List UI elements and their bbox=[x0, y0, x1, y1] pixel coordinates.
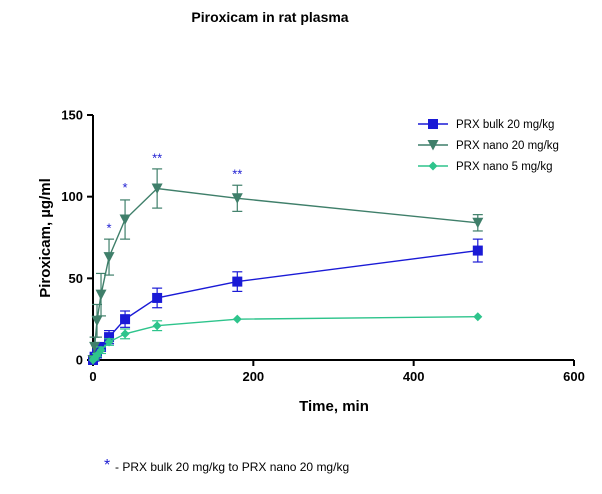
data-point bbox=[151, 183, 163, 194]
series-line bbox=[92, 316, 478, 361]
data-point bbox=[95, 289, 107, 301]
significance-marker: ** bbox=[232, 167, 242, 182]
data-point bbox=[91, 315, 103, 327]
x-axis-title: Time, min bbox=[299, 398, 369, 415]
data-point bbox=[104, 332, 115, 343]
legend-label: PRX nano 20 mg/kg bbox=[456, 140, 559, 152]
y-tick-label: 50 bbox=[69, 271, 83, 286]
data-point bbox=[104, 337, 114, 347]
data-point bbox=[120, 314, 131, 325]
footnote-text: - PRX bulk 20 mg/kg to PRX nano 20 mg/kg bbox=[115, 460, 349, 474]
data-point bbox=[472, 217, 484, 229]
data-point bbox=[472, 245, 483, 256]
chart-title: Piroxicam in rat plasma bbox=[191, 9, 348, 25]
legend-marker bbox=[427, 140, 439, 151]
series-prx-bulk-20-mg-kg bbox=[88, 238, 483, 365]
significance-annotations: ****** bbox=[107, 150, 243, 235]
data-point bbox=[120, 329, 130, 339]
x-tick-label: 600 bbox=[563, 369, 585, 384]
footnote-symbol: * bbox=[104, 457, 110, 474]
significance-marker: ** bbox=[152, 150, 162, 165]
series-line bbox=[92, 249, 478, 361]
y-tick-label: 100 bbox=[61, 189, 83, 204]
x-tick-label: 0 bbox=[89, 369, 96, 384]
data-point bbox=[231, 193, 243, 204]
x-tick-label: 400 bbox=[403, 369, 425, 384]
plot-area bbox=[87, 168, 484, 366]
significance-marker: * bbox=[107, 221, 112, 236]
data-point bbox=[96, 345, 106, 355]
data-point bbox=[152, 321, 162, 331]
data-point bbox=[89, 341, 101, 353]
data-point bbox=[152, 292, 163, 303]
axes: 0 50 100 150 0 200 400 600 bbox=[61, 108, 585, 385]
y-axis-title: Piroxicam, µg/ml bbox=[37, 178, 54, 298]
data-point bbox=[232, 314, 242, 324]
data-point bbox=[103, 252, 115, 263]
y-tick-label: 150 bbox=[61, 108, 83, 123]
series-line bbox=[92, 187, 478, 361]
series-prx-nano-5-mg-kg bbox=[88, 312, 483, 365]
y-tick-label: 0 bbox=[76, 353, 83, 368]
legend-marker bbox=[428, 161, 438, 171]
legend: PRX bulk 20 mg/kg PRX nano 20 mg/kg PRX na… bbox=[418, 119, 559, 173]
x-tick-label: 200 bbox=[242, 369, 264, 384]
series-prx-nano-20-mg-kg bbox=[87, 168, 484, 366]
data-point bbox=[473, 312, 483, 322]
legend-label: PRX nano 5 mg/kg bbox=[456, 161, 553, 173]
significance-marker: * bbox=[123, 180, 128, 195]
data-point bbox=[119, 214, 131, 226]
data-point bbox=[232, 276, 243, 287]
legend-label: PRX bulk 20 mg/kg bbox=[456, 119, 554, 131]
legend-marker bbox=[428, 119, 438, 129]
